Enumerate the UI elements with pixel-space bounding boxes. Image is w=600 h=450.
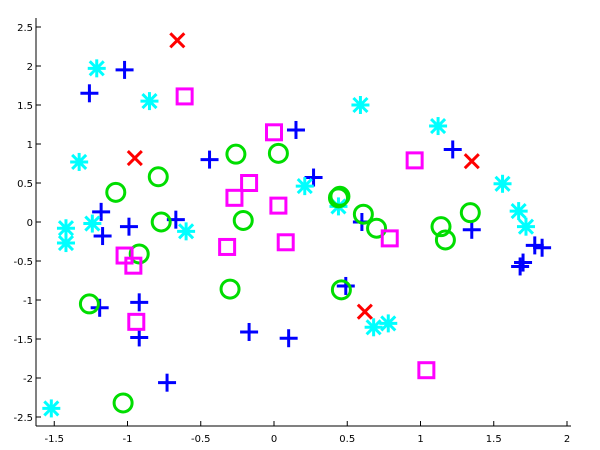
square-marker-point (265, 123, 283, 142)
plus-marker-point (158, 373, 177, 392)
plus-marker-point (462, 220, 481, 239)
square-marker-point (269, 196, 288, 215)
asterisk-marker-point (70, 152, 89, 171)
cross-marker-point (169, 32, 186, 49)
x-tick-label: -1 (123, 434, 133, 445)
x-tick-label: 2 (564, 434, 570, 445)
plus-marker-point (93, 227, 112, 246)
circle-marker-point (147, 166, 169, 188)
asterisk-marker-point (56, 234, 75, 253)
plus-marker-point (200, 150, 219, 169)
plus-marker-point (511, 257, 530, 276)
y-tick-label: -0.5 (13, 257, 33, 268)
asterisk-marker-point (42, 399, 61, 418)
y-tick-label: 1 (27, 140, 33, 151)
ticks: -1.5 -1 -0.5 0 0.5 1 1.5 2 2.5 2 1.5 1 0.5 0 -0.5 -1 -1.… (13, 23, 570, 445)
square-marker-point (417, 361, 436, 380)
circle-marker-point (150, 211, 172, 233)
circle-marker-point (267, 142, 289, 164)
y-tick-label: 0.5 (17, 179, 33, 190)
x-tick-label: 1 (417, 434, 423, 445)
cross-marker-point (356, 303, 373, 320)
circle-marker-point (459, 202, 481, 224)
plus-marker-point (304, 168, 323, 187)
y-tick-label: -2.5 (13, 413, 33, 424)
circle-marker-point (105, 181, 127, 203)
plus-marker-point (533, 238, 552, 257)
square-marker-point (218, 237, 237, 256)
x-tick-label: 1.5 (486, 434, 502, 445)
x-tick-label: -0.5 (191, 434, 211, 445)
plus-marker-point (130, 293, 149, 312)
plus-marker-point (286, 120, 305, 139)
plus-marker-point (240, 322, 259, 341)
asterisk-marker-point (509, 202, 528, 221)
circle-marker-point (232, 209, 254, 231)
plus-marker-point (90, 298, 109, 317)
plus-marker-point (514, 253, 533, 272)
plus-marker-point (115, 60, 134, 79)
x-tick-label: -1.5 (44, 434, 64, 445)
plus-marker-point (119, 217, 138, 236)
asterisk-marker-point (364, 318, 383, 337)
asterisk-marker-point (516, 217, 535, 236)
y-tick-label: -1 (23, 296, 33, 307)
y-tick-label: -1.5 (13, 335, 33, 346)
square-marker-point (405, 151, 424, 170)
asterisk-marker-point (87, 59, 106, 78)
circle-marker-point (225, 143, 247, 165)
plus-marker-point (336, 276, 355, 295)
circle-marker-point (327, 187, 349, 209)
square-marker-point (276, 233, 295, 252)
square-marker-point (175, 87, 194, 106)
data-points (42, 32, 552, 418)
circle-marker-point (366, 217, 388, 239)
y-tick-label: 1.5 (17, 101, 33, 112)
x-tick-label: 0 (271, 434, 277, 445)
square-marker-point (225, 188, 244, 207)
circle-marker-point (78, 293, 100, 315)
plus-marker-point (80, 84, 99, 103)
x-tick-label: 0.5 (339, 434, 355, 445)
cross-marker-point (463, 153, 480, 170)
plus-marker-point (130, 328, 149, 347)
circle-marker-point (330, 279, 352, 301)
y-tick-label: -2 (23, 374, 33, 385)
y-tick-label: 0 (27, 218, 33, 229)
axes (35, 18, 571, 427)
asterisk-marker-point (429, 117, 448, 136)
circle-marker-point (112, 392, 134, 414)
square-marker-point (380, 229, 399, 248)
asterisk-marker-point (83, 214, 102, 233)
asterisk-marker-point (493, 174, 512, 193)
square-marker-point (124, 256, 143, 275)
plus-marker-point (443, 140, 462, 159)
asterisk-marker-point (177, 222, 196, 241)
plus-marker-point (279, 329, 298, 348)
cross-marker-point (126, 149, 143, 167)
circle-marker-point (352, 203, 374, 225)
circle-marker-point (219, 278, 241, 300)
y-tick-label: 2.5 (17, 23, 33, 34)
asterisk-marker-point (351, 96, 370, 114)
circle-marker-point (430, 216, 452, 238)
circle-marker-point (434, 229, 456, 251)
asterisk-marker-point (295, 177, 314, 196)
asterisk-marker-point (140, 92, 159, 111)
y-tick-label: 2 (27, 62, 33, 73)
square-marker-point (240, 174, 259, 192)
plus-marker-point (92, 202, 111, 221)
square-marker-point (127, 312, 146, 331)
asterisk-marker-point (379, 314, 398, 333)
circle-marker-point (128, 243, 150, 265)
